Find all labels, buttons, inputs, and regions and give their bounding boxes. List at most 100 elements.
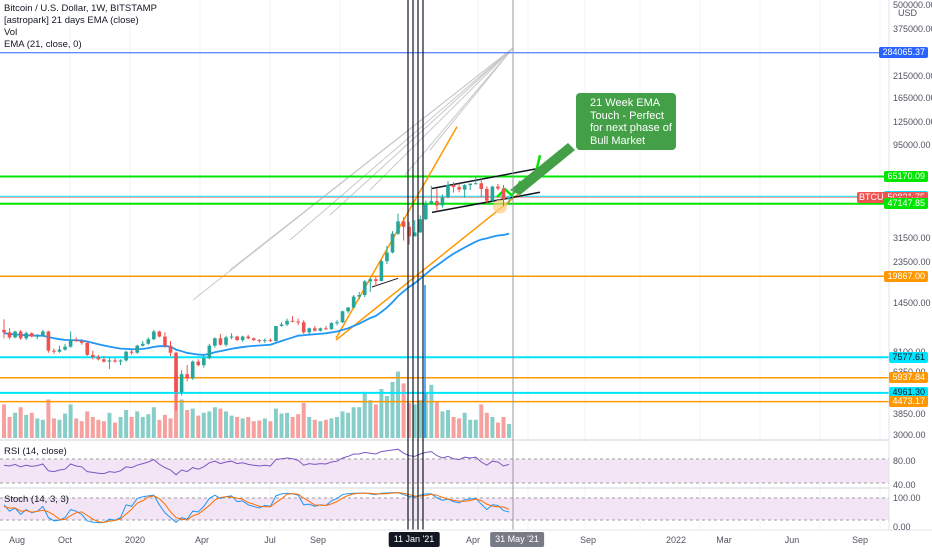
stoch-k-line bbox=[3, 492, 510, 524]
volume-bar bbox=[24, 414, 29, 438]
candle-body bbox=[351, 296, 356, 308]
volume-bar bbox=[257, 420, 262, 438]
volume-bar bbox=[351, 407, 356, 438]
volume-bar bbox=[168, 418, 173, 438]
fib-fan-line bbox=[229, 47, 514, 271]
candle-body bbox=[179, 374, 184, 393]
candle-body bbox=[279, 324, 284, 326]
volume-bar bbox=[240, 418, 245, 438]
stoch-pane-label[interactable]: Stoch (14, 3, 3) bbox=[4, 494, 69, 505]
volume-bar bbox=[318, 421, 323, 438]
volume-bar bbox=[63, 413, 68, 438]
candle-body bbox=[468, 183, 472, 186]
time-tick-label: Oct bbox=[57, 535, 73, 545]
candle-body bbox=[157, 331, 162, 337]
price-tick-label: 14500.00 bbox=[893, 297, 931, 308]
candle-body bbox=[401, 221, 406, 227]
candle-body bbox=[118, 360, 123, 362]
volume-bar bbox=[85, 411, 90, 438]
candle-body bbox=[202, 358, 206, 366]
fib-fan-line bbox=[429, 47, 514, 151]
candle-body bbox=[7, 332, 12, 338]
candle-body bbox=[46, 331, 51, 351]
candle-body bbox=[424, 203, 428, 220]
price-tag: 284065.37 bbox=[879, 47, 928, 59]
volume-bar bbox=[357, 407, 362, 438]
volume-bar bbox=[162, 414, 167, 438]
time-tick-label: Apr bbox=[465, 535, 481, 545]
price-tick-label: 215000.00 bbox=[893, 71, 932, 82]
candle-body bbox=[346, 307, 350, 312]
candle-body bbox=[229, 336, 234, 338]
price-tag: 4961.30 bbox=[889, 387, 928, 399]
indicator-legend-vol[interactable]: Vol bbox=[4, 27, 18, 38]
volume-bar bbox=[35, 418, 40, 438]
rsi-pane-label[interactable]: RSI (14, close) bbox=[4, 446, 67, 457]
candle-body bbox=[274, 325, 278, 341]
volume-bar bbox=[418, 400, 423, 438]
volume-bar bbox=[379, 389, 384, 438]
volume-bar bbox=[412, 404, 417, 438]
volume-bar bbox=[201, 412, 206, 438]
candle-body bbox=[429, 201, 434, 204]
annotation-line-3: for next phase of bbox=[590, 122, 672, 134]
candle-body bbox=[473, 183, 478, 185]
candle-body bbox=[113, 360, 117, 362]
volume-bar bbox=[507, 424, 512, 438]
candle-body bbox=[307, 328, 312, 333]
volume-bar bbox=[440, 411, 445, 438]
candle-body bbox=[501, 188, 506, 200]
volume-bar bbox=[390, 382, 395, 438]
annotation-callout[interactable]: 21 Week EMA Touch - Perfect for next pha… bbox=[576, 93, 676, 150]
volume-bar bbox=[18, 407, 23, 438]
candle-body bbox=[412, 232, 417, 237]
candle-body bbox=[407, 226, 411, 237]
time-tick-label: Sep bbox=[579, 535, 597, 545]
candle-body bbox=[57, 349, 62, 352]
volume-bar bbox=[312, 419, 317, 438]
volume-bar bbox=[96, 419, 101, 438]
candle-body bbox=[296, 321, 300, 323]
candle-body bbox=[268, 340, 273, 342]
volume-bar bbox=[273, 408, 278, 438]
candle-body bbox=[385, 252, 389, 262]
indicator-legend-ema21w[interactable]: EMA (21, close, 0) bbox=[4, 39, 82, 50]
volume-bar bbox=[434, 401, 439, 438]
candle-body bbox=[96, 357, 101, 360]
time-tick-label: Jun bbox=[784, 535, 800, 545]
volume-bar bbox=[484, 412, 489, 438]
candle-body bbox=[374, 279, 378, 281]
volume-bar bbox=[495, 422, 500, 438]
candle-body bbox=[490, 186, 495, 201]
volume-bar bbox=[7, 417, 12, 438]
chart-title: Bitcoin / U.S. Dollar, 1W, BITSTAMP bbox=[4, 3, 157, 14]
candle-body bbox=[246, 336, 250, 339]
candle-body bbox=[240, 336, 245, 341]
price-tick-label: 375000.00 bbox=[893, 24, 932, 35]
volume-bar bbox=[229, 415, 234, 438]
rsi-line bbox=[3, 448, 510, 476]
volume-bar bbox=[396, 371, 401, 438]
candle-body bbox=[218, 338, 223, 345]
volume-bar bbox=[384, 396, 389, 438]
indicator-legend-ema21d[interactable]: [astropark] 21 days EMA (close) bbox=[4, 15, 139, 26]
annotation-arrow bbox=[510, 143, 575, 195]
volume-bar bbox=[68, 404, 73, 438]
volume-bar bbox=[373, 404, 378, 438]
volume-bar bbox=[368, 400, 373, 438]
volume-bar bbox=[185, 410, 190, 438]
volume-bar bbox=[129, 417, 134, 438]
candle-body bbox=[318, 328, 323, 331]
candle-body bbox=[362, 281, 367, 296]
volume-bar bbox=[190, 408, 195, 438]
oscillator-tick-label: 40.00 bbox=[893, 480, 916, 490]
volume-bar bbox=[457, 418, 462, 438]
volume-bar bbox=[90, 417, 95, 438]
volume-bar bbox=[151, 407, 156, 438]
candle-body bbox=[263, 340, 267, 342]
volume-bar bbox=[107, 412, 112, 438]
candle-body bbox=[163, 336, 167, 346]
candle-body bbox=[152, 331, 156, 340]
